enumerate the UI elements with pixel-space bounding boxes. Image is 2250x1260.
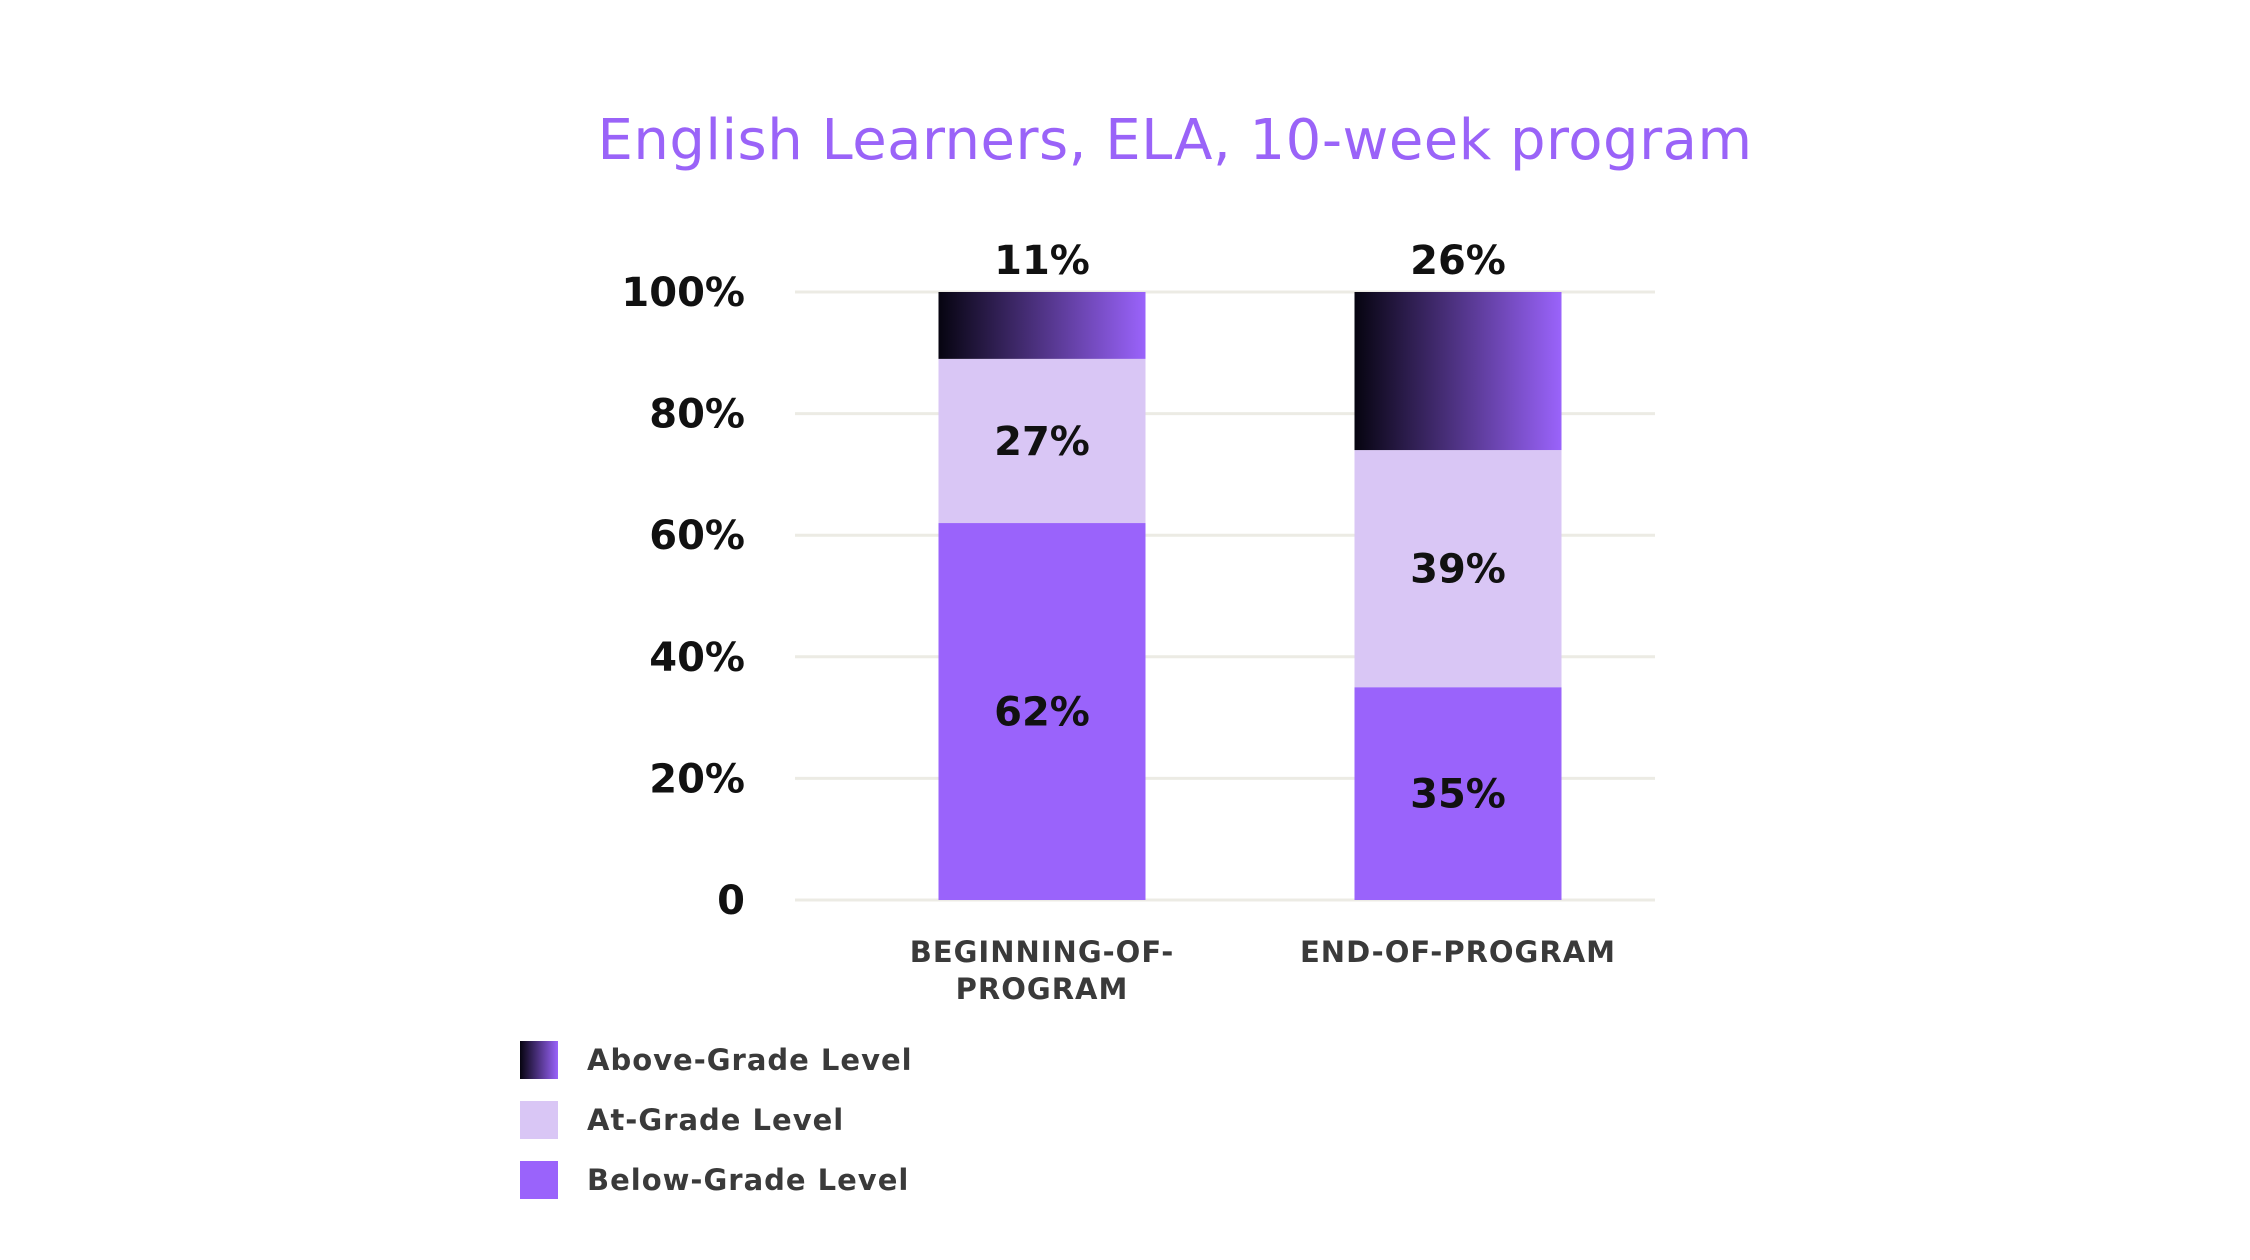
y-tick-label: 80% (649, 392, 745, 438)
y-tick-label: 0 (717, 878, 745, 924)
data-label: 62% (994, 690, 1090, 736)
y-tick-label: 100% (621, 270, 745, 316)
data-label: 27% (994, 419, 1090, 465)
data-labels: 62% 27% 11% 35% 39% 26% (994, 238, 1506, 818)
legend-swatch-below-grade (520, 1161, 558, 1199)
x-category-label: END-OF-PROGRAM (1300, 935, 1616, 969)
legend-label-above-grade: Above-Grade Level (587, 1043, 913, 1077)
bar-segment-above-grade (938, 292, 1146, 359)
data-label: 35% (1410, 772, 1506, 818)
y-tick-label: 40% (649, 635, 745, 681)
legend-item-below-grade: Below-Grade Level (520, 1160, 913, 1200)
legend-item-above-grade: Above-Grade Level (520, 1040, 913, 1080)
data-label: 26% (1410, 238, 1506, 284)
x-category-label: PROGRAM (956, 972, 1129, 1006)
x-axis-labels: BEGINNING-OF-PROGRAM END-OF-PROGRAM (910, 935, 1616, 1006)
data-label: 11% (994, 238, 1090, 284)
bar-segment-below-grade (1354, 687, 1562, 900)
legend-label-at-grade: At-Grade Level (587, 1103, 845, 1137)
legend-item-at-grade: At-Grade Level (520, 1100, 913, 1140)
bar-segment-at-grade (938, 358, 1146, 524)
legend-swatch-at-grade (520, 1101, 558, 1139)
y-axis-ticks: 0 20% 40% 60% 80% 100% (621, 270, 745, 924)
y-tick-label: 60% (649, 513, 745, 559)
data-label: 39% (1410, 547, 1506, 593)
bar-segment-below-grade (938, 523, 1146, 900)
legend-label-below-grade: Below-Grade Level (587, 1163, 910, 1197)
legend-swatch-above-grade (520, 1041, 558, 1079)
x-category-label: BEGINNING-OF- (910, 935, 1175, 969)
y-tick-label: 20% (649, 756, 745, 802)
bars (938, 292, 1562, 900)
bar-segment-at-grade (1354, 450, 1562, 688)
legend: Above-Grade Level At-Grade Level Below-G… (520, 1040, 913, 1220)
bar-segment-above-grade (1354, 292, 1562, 451)
chart-title: English Learners, ELA, 10-week program (597, 108, 1753, 173)
